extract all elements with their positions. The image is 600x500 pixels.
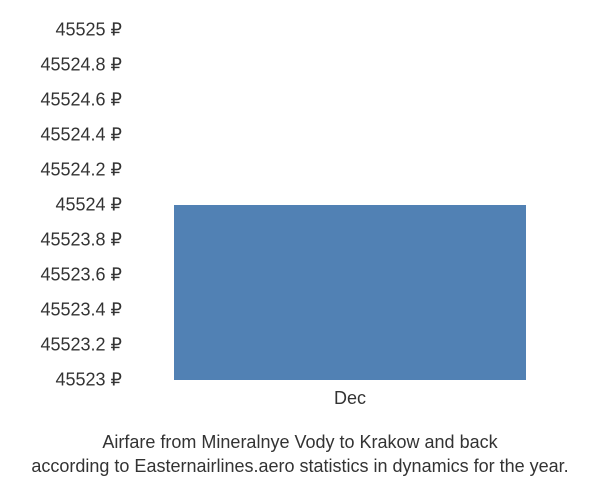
airfare-chart: Airfare from Mineralnye Vody to Krakow a… [0,0,600,500]
plot-area [130,30,570,380]
y-tick-label: 45524 ₽ [55,195,122,216]
caption-line-2: according to Easternairlines.aero statis… [31,456,568,476]
x-tick-label: Dec [334,388,366,409]
y-tick-label: 45523.6 ₽ [40,265,122,286]
caption-line-1: Airfare from Mineralnye Vody to Krakow a… [102,432,497,452]
y-tick-label: 45523.4 ₽ [40,300,122,321]
y-tick-label: 45523 ₽ [55,370,122,391]
bar [174,205,526,380]
y-tick-label: 45525 ₽ [55,20,122,41]
y-tick-label: 45524.2 ₽ [40,160,122,181]
chart-caption: Airfare from Mineralnye Vody to Krakow a… [0,430,600,479]
y-tick-label: 45524.4 ₽ [40,125,122,146]
y-tick-label: 45523.2 ₽ [40,335,122,356]
y-tick-label: 45524.8 ₽ [40,55,122,76]
y-tick-label: 45524.6 ₽ [40,90,122,111]
y-tick-label: 45523.8 ₽ [40,230,122,251]
